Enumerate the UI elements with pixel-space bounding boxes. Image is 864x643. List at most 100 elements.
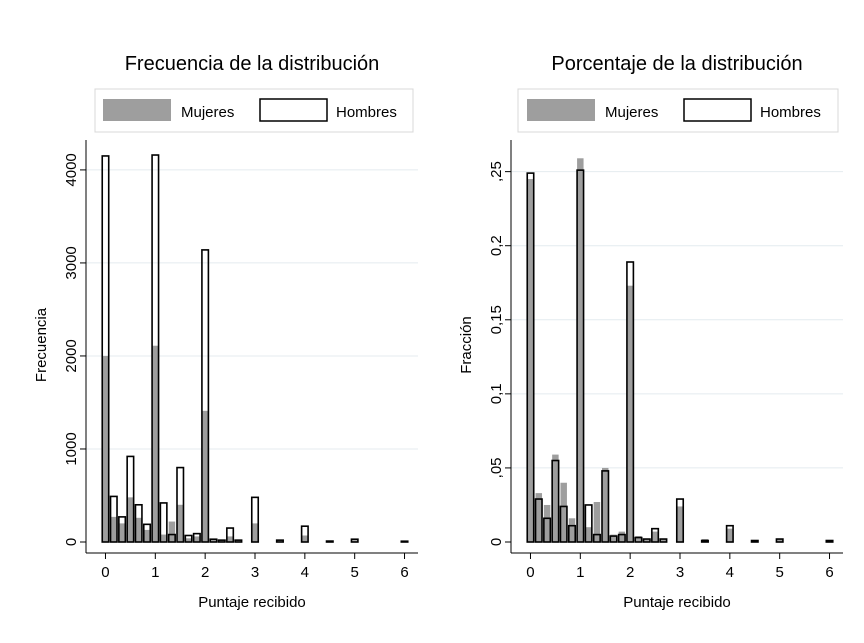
bar-hombres <box>151 154 160 543</box>
y-tick-label: ,25 <box>488 161 505 182</box>
bar-hombres <box>626 261 635 543</box>
bar-hombres <box>651 527 660 543</box>
y-tick-label: 0 <box>63 538 80 546</box>
legend-swatch-mujeres <box>527 99 595 121</box>
bar-mujeres <box>276 540 284 542</box>
bar-mujeres <box>152 345 159 542</box>
bar-mujeres <box>552 454 559 542</box>
bar-mujeres <box>601 467 609 542</box>
legend-frame <box>94 88 414 133</box>
gridlines <box>511 171 843 469</box>
legend-label-hombres: Hombres <box>760 104 821 121</box>
y-axis-label: Fracción <box>458 316 475 374</box>
y-axis-label: Frecuencia <box>33 307 50 382</box>
bar-mujeres <box>160 534 167 542</box>
bar-hombres <box>300 525 309 543</box>
bar-mujeres <box>660 539 667 542</box>
bar-hombres <box>192 532 201 543</box>
bar-hombres <box>142 523 152 543</box>
x-tick-label: 3 <box>676 564 684 581</box>
bar-mujeres <box>643 539 651 542</box>
y-tick-label: 0 <box>488 538 505 546</box>
axes: 0 ,05 0,1 0,15 0,2 ,25 0 1 2 3 4 5 6 <box>488 140 843 581</box>
x-tick-label: 4 <box>301 564 309 581</box>
bar-mujeres <box>651 531 659 542</box>
bar-mujeres <box>235 540 242 542</box>
bar-mujeres <box>301 535 309 542</box>
bar-mujeres <box>635 536 642 542</box>
bar-hombres <box>584 504 593 543</box>
x-axis-label: Puntaje recibido <box>623 594 731 611</box>
bar-hombres <box>534 498 543 543</box>
bar-mujeres <box>193 536 201 542</box>
bar-hombres <box>234 539 243 543</box>
bar-hombres <box>559 505 568 543</box>
legend: Mujeres Hombres <box>94 88 414 133</box>
bar-mujeres <box>676 506 684 542</box>
bar-mujeres <box>593 502 601 542</box>
chart-porcentaje: Porcentaje de la distribución Mujeres Ho… <box>458 53 843 611</box>
y-tick-label: ,05 <box>488 457 505 478</box>
x-tick-label: 1 <box>576 564 584 581</box>
bar-hombres <box>526 172 535 543</box>
y-tick-label: 3000 <box>63 246 80 279</box>
y-tick-label: 0,2 <box>488 235 505 256</box>
bar-mujeres <box>610 534 617 542</box>
bar-hombres <box>209 538 218 543</box>
bar-hombres <box>543 517 552 543</box>
bar-hombres <box>700 539 709 543</box>
bar-mujeres <box>577 158 584 542</box>
x-tick-label: 6 <box>400 564 408 581</box>
bar-hombres <box>118 516 127 543</box>
legend-swatch-mujeres <box>103 99 171 121</box>
bar-mujeres <box>226 536 234 542</box>
chart-frecuencia: Frecuencia de la distribución Mujeres Ho… <box>33 53 418 611</box>
bar-mujeres <box>118 523 126 542</box>
bar-hombres <box>592 533 601 543</box>
bar-hombres <box>134 503 143 543</box>
x-axis-label: Puntaje recibido <box>198 594 306 611</box>
x-tick-label: 1 <box>151 564 159 581</box>
bar-hombres <box>176 466 185 543</box>
x-tick-label: 0 <box>526 564 534 581</box>
x-tick-label: 2 <box>201 564 209 581</box>
bar-hombres <box>184 534 193 543</box>
y-tick-label: 1000 <box>63 432 80 465</box>
chart-title: Frecuencia de la distribución <box>125 53 380 75</box>
bar-hombres <box>725 524 734 543</box>
bar-hombres <box>609 535 618 543</box>
bar-hombres <box>159 502 168 543</box>
x-tick-label: 5 <box>351 564 359 581</box>
y-tick-label: 0,1 <box>488 383 505 404</box>
bar-mujeres <box>726 528 734 542</box>
bar-hombres <box>400 540 409 543</box>
bar-hombres <box>109 495 118 543</box>
bar-hombres <box>226 527 235 543</box>
x-tick-label: 3 <box>251 564 259 581</box>
x-tick-label: 4 <box>726 564 734 581</box>
bar-hombres <box>217 539 226 543</box>
bar-mujeres <box>560 482 567 542</box>
bar-hombres <box>201 249 210 543</box>
bar-hombres <box>126 455 135 543</box>
y-tick-label: 2000 <box>63 339 80 372</box>
bar-mujeres <box>185 538 192 542</box>
bar-hombres <box>775 538 784 543</box>
legend-label-hombres: Hombres <box>336 104 397 121</box>
bar-mujeres <box>168 521 176 542</box>
bar-hombres <box>250 496 260 543</box>
bar-mujeres <box>568 518 576 542</box>
bars <box>101 154 409 543</box>
bar-mujeres <box>535 493 543 542</box>
legend: Mujeres Hombres <box>517 88 839 133</box>
bar-hombres <box>617 533 626 543</box>
bar-mujeres <box>135 517 142 542</box>
bar-mujeres <box>127 497 134 542</box>
bar-hombres <box>825 539 834 543</box>
y-tick-label: 0,15 <box>488 305 505 334</box>
bar-hombres <box>675 498 685 543</box>
bar-hombres <box>601 470 610 543</box>
axes: 0 1000 2000 3000 4000 0 1 2 3 4 5 6 <box>63 140 418 581</box>
bar-hombres <box>325 540 334 543</box>
bar-mujeres <box>527 179 534 542</box>
